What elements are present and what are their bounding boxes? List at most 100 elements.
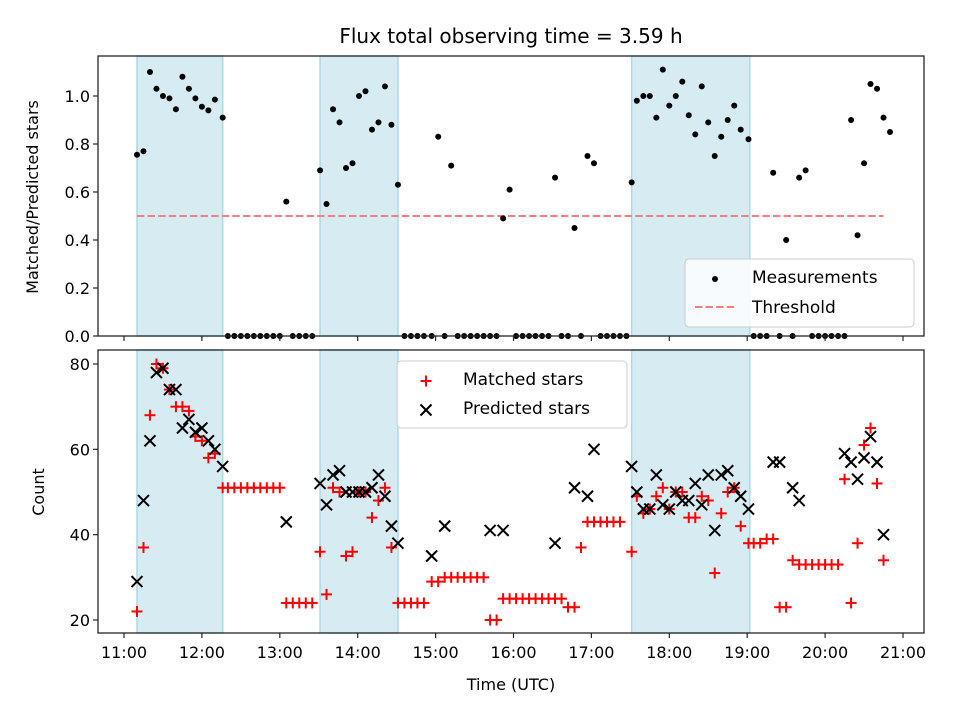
measurement-point <box>867 81 874 87</box>
predicted-star-point <box>326 468 340 482</box>
x-tick-label: 17:00 <box>568 643 614 662</box>
predicted-star-point <box>156 362 170 375</box>
matched-star-point <box>366 512 378 524</box>
measurement-point <box>584 153 591 159</box>
matched-star-point <box>780 601 792 613</box>
measurement-point <box>705 119 712 126</box>
matched-star-point <box>418 597 430 609</box>
shaded-interval <box>319 55 399 337</box>
matched-star-point <box>689 512 701 524</box>
measurement-point <box>179 73 186 80</box>
matched-star-point <box>202 452 214 464</box>
matched-star-point <box>832 559 844 571</box>
predicted-star-point <box>838 447 851 460</box>
measurement-point <box>802 167 809 174</box>
measurement-point <box>375 119 382 126</box>
matched-star-point <box>556 593 568 605</box>
axes-frame <box>97 349 925 634</box>
measurement-point <box>685 112 692 119</box>
matched-star-point <box>696 490 708 502</box>
matched-star-point <box>767 533 779 545</box>
matched-star-point <box>150 358 162 370</box>
predicted-star-point <box>625 460 638 473</box>
matched-star-point <box>614 516 626 528</box>
matched-star-point <box>385 541 397 553</box>
legend-label: Threshold <box>751 298 836 318</box>
matched-star-point <box>676 486 688 498</box>
y-tick-label: 0.4 <box>65 231 90 250</box>
predicted-star-point <box>689 477 702 490</box>
measurement-point <box>848 117 855 123</box>
predicted-star-point <box>682 494 695 507</box>
legend-box <box>684 258 915 328</box>
predicted-star-point <box>734 490 747 503</box>
measurement-point <box>192 95 199 102</box>
predicted-star-point <box>378 490 392 503</box>
matched-star-point <box>715 507 727 519</box>
predicted-star-point <box>137 494 150 507</box>
measurement-point <box>185 85 192 92</box>
predicted-star-point <box>548 536 562 550</box>
predicted-star-point <box>792 494 806 507</box>
measurement-point <box>140 148 147 155</box>
shaded-interval <box>136 55 224 337</box>
matched-star-point <box>196 435 208 447</box>
y-tick-label: 80 <box>70 355 90 374</box>
legend: Measurements Threshold <box>684 258 915 328</box>
y-tick-label: 0.8 <box>65 135 90 154</box>
predicted-star-point <box>695 498 708 512</box>
x-axis-label: Time (UTC) <box>466 675 555 694</box>
predicted-star-point <box>773 455 786 469</box>
measurement-point <box>737 126 744 133</box>
top-panel: 0.0 0.2 0.4 0.6 0.8 1.0 Measurements Threshold <box>65 55 925 346</box>
measurement-point <box>628 179 635 186</box>
measurement-point <box>349 160 356 167</box>
predicted-star-point <box>202 434 215 448</box>
legend-label: Predicted stars <box>463 399 590 419</box>
predicted-star-point <box>728 481 741 494</box>
legend-label: Matched stars <box>463 370 583 390</box>
measurement-point <box>854 232 861 239</box>
matched-star-point <box>327 482 339 494</box>
legend: Matched stars Predicted stars <box>396 360 628 429</box>
matched-star-point <box>379 482 391 494</box>
matched-star-point <box>137 541 149 553</box>
measurement-point <box>724 117 731 123</box>
predicted-star-point <box>650 468 663 482</box>
measurement-point <box>355 93 362 99</box>
predicted-star-point <box>150 366 163 379</box>
matched-star-point <box>626 546 638 558</box>
x-tick-label: 11:00 <box>101 643 147 662</box>
measurement-point <box>552 174 559 181</box>
y-tick-label: 60 <box>70 440 90 459</box>
matched-star-point <box>787 554 799 566</box>
matched-star-point <box>852 537 864 549</box>
predicted-star-point <box>385 519 398 533</box>
measurement-point <box>362 88 369 95</box>
predicted-star-point <box>365 481 379 494</box>
measurement-point <box>590 160 597 167</box>
predicted-star-point <box>216 460 229 473</box>
predicted-star-point <box>786 481 799 494</box>
predicted-star-point <box>391 536 405 550</box>
x-tick-label: 18:00 <box>646 643 692 662</box>
measurement-point <box>172 106 179 113</box>
predicted-star-point <box>870 455 884 469</box>
matched-star-point <box>144 409 156 421</box>
measurement-point <box>874 85 881 92</box>
predicted-star-point <box>851 472 864 486</box>
predicted-star-point <box>702 468 715 482</box>
matched-star-point <box>878 554 890 566</box>
matched-star-point <box>722 486 734 498</box>
measurement-point <box>646 93 653 99</box>
predicted-star-point <box>496 524 510 537</box>
matched-star-point <box>432 576 444 588</box>
bottom-y-axis-label: Count <box>29 468 48 516</box>
chart-title: Flux total observing time = 3.59 h <box>339 24 682 48</box>
predicted-star-point <box>844 455 858 469</box>
measurement-point <box>692 131 699 138</box>
measurement-point <box>323 201 330 207</box>
measurement-point <box>133 151 140 158</box>
measurement-point <box>205 107 212 114</box>
